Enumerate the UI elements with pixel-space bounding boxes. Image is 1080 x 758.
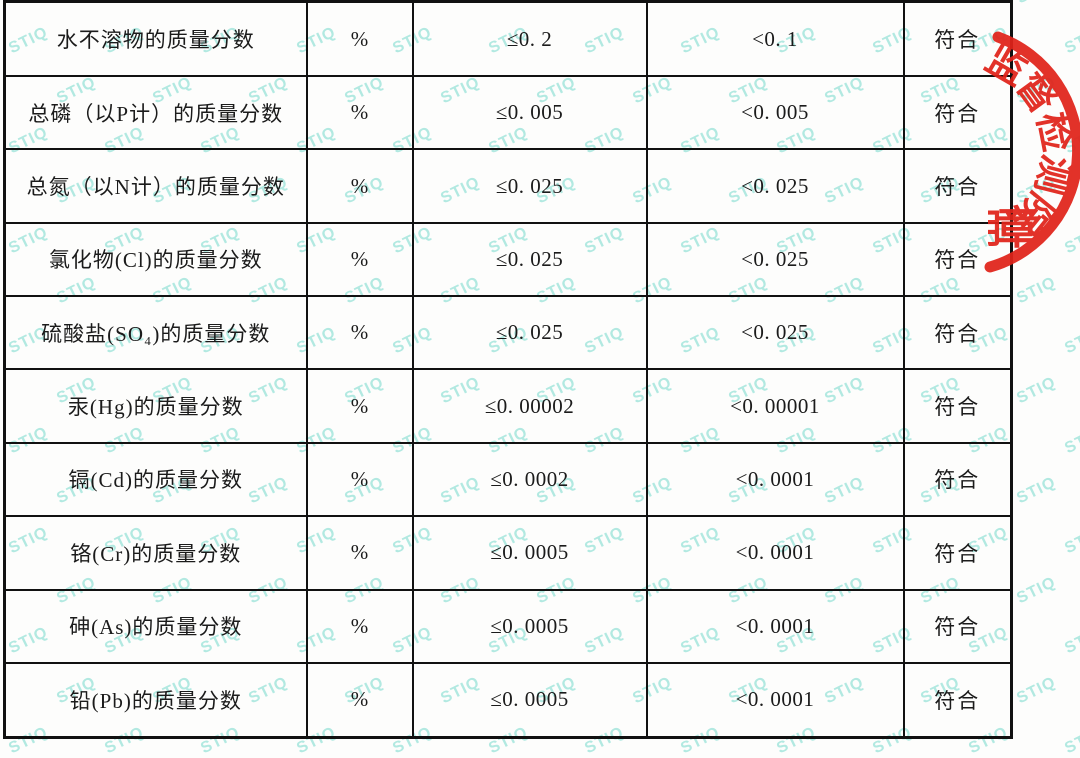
watermark-text: STIQ xyxy=(1062,123,1080,158)
table-row: 硫酸盐(SO₄)的质量分数 % ≤0. 025 <0. 025 符合 xyxy=(3,295,1013,371)
limit-value-cell: ≤0. 2 xyxy=(411,0,648,78)
unit-cell: % xyxy=(305,368,414,444)
conclusion-cell: 符合 xyxy=(902,75,1013,151)
watermark-text: STIQ xyxy=(1014,373,1059,408)
conclusion-cell: 符合 xyxy=(902,295,1013,371)
table-body: 水不溶物的质量分数 % ≤0. 2 <0. 1 符合 总磷（以P计）的质量分数 … xyxy=(3,0,1013,739)
watermark-text: STIQ xyxy=(1062,723,1080,758)
conclusion-cell: 符合 xyxy=(902,515,1013,591)
conclusion-cell: 符合 xyxy=(902,588,1013,664)
parameter-name-cell: 铅(Pb)的质量分数 xyxy=(3,661,308,739)
table-row: 汞(Hg)的质量分数 % ≤0. 00002 <0. 00001 符合 xyxy=(3,368,1013,444)
table-row: 水不溶物的质量分数 % ≤0. 2 <0. 1 符合 xyxy=(3,0,1013,78)
table-row: 总磷（以P计）的质量分数 % ≤0. 005 <0. 005 符合 xyxy=(3,75,1013,151)
result-value-cell: <0. 005 xyxy=(645,75,905,151)
limit-value-cell: ≤0. 025 xyxy=(411,221,648,298)
unit-cell: % xyxy=(305,148,414,224)
result-value-cell: <0. 0001 xyxy=(645,441,905,518)
conclusion-cell: 符合 xyxy=(902,368,1013,444)
stamp-character: 测 xyxy=(1027,151,1078,199)
watermark-text: STIQ xyxy=(1062,223,1080,258)
parameter-name-cell: 镉(Cd)的质量分数 xyxy=(3,441,308,518)
table-row: 铅(Pb)的质量分数 % ≤0. 0005 <0. 0001 符合 xyxy=(3,661,1013,739)
limit-value-cell: ≤0. 0005 xyxy=(411,588,648,664)
result-value-cell: <0. 025 xyxy=(645,295,905,371)
unit-cell: % xyxy=(305,221,414,298)
result-value-cell: <0. 0001 xyxy=(645,515,905,591)
watermark-text: STIQ xyxy=(1014,0,1059,8)
stamp-character: 院 xyxy=(1005,184,1063,241)
limit-value-cell: ≤0. 0002 xyxy=(411,441,648,518)
limit-value-cell: ≤0. 00002 xyxy=(411,368,648,444)
parameter-name-cell: 总磷（以P计）的质量分数 xyxy=(3,75,308,151)
watermark-text: STIQ xyxy=(1062,23,1080,58)
watermark-text: STIQ xyxy=(1014,473,1059,508)
stamp-character: 督 xyxy=(1008,65,1066,122)
result-value-cell: <0. 0001 xyxy=(645,661,905,739)
watermark-text: STIQ xyxy=(1062,623,1080,658)
unit-cell: % xyxy=(305,441,414,518)
parameter-name-cell: 铬(Cr)的质量分数 xyxy=(3,515,308,591)
table-row: 铬(Cr)的质量分数 % ≤0. 0005 <0. 0001 符合 xyxy=(3,515,1013,591)
stamp-character: 检 xyxy=(1029,109,1079,156)
limit-value-cell: ≤0. 005 xyxy=(411,75,648,151)
parameter-name-cell: 硫酸盐(SO₄)的质量分数 xyxy=(3,295,308,371)
conclusion-cell: 符合 xyxy=(902,148,1013,224)
watermark-text: STIQ xyxy=(1014,573,1059,608)
parameter-name-cell: 砷(As)的质量分数 xyxy=(3,588,308,664)
watermark-text: STIQ xyxy=(1062,423,1080,458)
test-results-table: 水不溶物的质量分数 % ≤0. 2 <0. 1 符合 总磷（以P计）的质量分数 … xyxy=(3,0,1013,739)
parameter-name-cell: 氯化物(Cl)的质量分数 xyxy=(3,221,308,298)
watermark-text: STIQ xyxy=(1014,73,1059,108)
result-value-cell: <0. 025 xyxy=(645,148,905,224)
table-row: 氯化物(Cl)的质量分数 % ≤0. 025 <0. 025 符合 xyxy=(3,221,1013,298)
conclusion-cell: 符合 xyxy=(902,221,1013,298)
parameter-name-cell: 水不溶物的质量分数 xyxy=(3,0,308,78)
conclusion-cell: 符合 xyxy=(902,661,1013,739)
unit-cell: % xyxy=(305,75,414,151)
unit-cell: % xyxy=(305,661,414,739)
parameter-name-cell: 总氮（以N计）的质量分数 xyxy=(3,148,308,224)
limit-value-cell: ≤0. 0005 xyxy=(411,515,648,591)
watermark-text: STIQ xyxy=(1062,323,1080,358)
unit-cell: % xyxy=(305,295,414,371)
result-value-cell: <0. 025 xyxy=(645,221,905,298)
watermark-text: STIQ xyxy=(1062,523,1080,558)
result-value-cell: <0. 0001 xyxy=(645,588,905,664)
unit-cell: % xyxy=(305,515,414,591)
table-row: 镉(Cd)的质量分数 % ≤0. 0002 <0. 0001 符合 xyxy=(3,441,1013,518)
conclusion-cell: 符合 xyxy=(902,0,1013,78)
unit-cell: % xyxy=(305,588,414,664)
result-value-cell: <0. 00001 xyxy=(645,368,905,444)
table-row: 总氮（以N计）的质量分数 % ≤0. 025 <0. 025 符合 xyxy=(3,148,1013,224)
watermark-text: STIQ xyxy=(1014,273,1059,308)
limit-value-cell: ≤0. 025 xyxy=(411,295,648,371)
parameter-name-cell: 汞(Hg)的质量分数 xyxy=(3,368,308,444)
limit-value-cell: ≤0. 0005 xyxy=(411,661,648,739)
watermark-text: STIQ xyxy=(1014,673,1059,708)
conclusion-cell: 符合 xyxy=(902,441,1013,518)
limit-value-cell: ≤0. 025 xyxy=(411,148,648,224)
result-value-cell: <0. 1 xyxy=(645,0,905,78)
watermark-text: STIQ xyxy=(1014,173,1059,208)
table-row: 砷(As)的质量分数 % ≤0. 0005 <0. 0001 符合 xyxy=(3,588,1013,664)
unit-cell: % xyxy=(305,0,414,78)
